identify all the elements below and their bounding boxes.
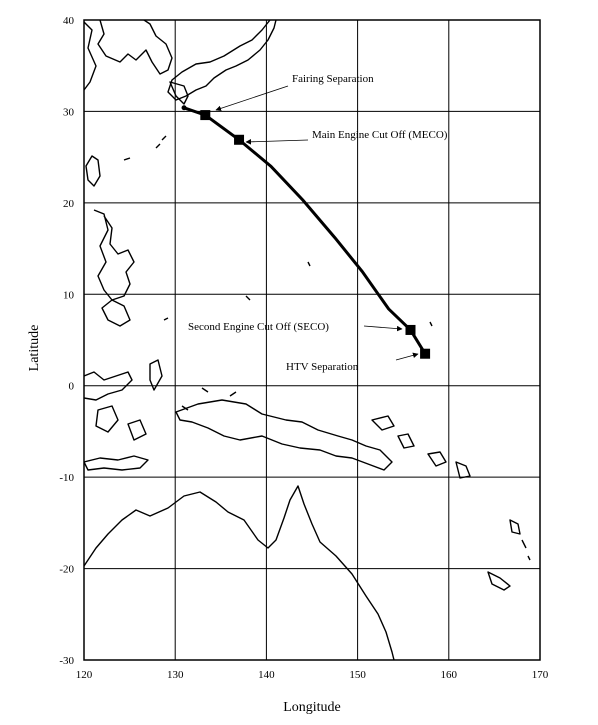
y-axis-title: Latitude: [27, 325, 42, 372]
x-tick-label: 160: [441, 669, 458, 681]
coastline-new-caledonia: [487, 571, 511, 591]
coastline-borneo: [84, 371, 133, 401]
coastline-new-guinea: [175, 399, 393, 471]
event-marker-fairing-separation: [200, 110, 211, 121]
event-label: Main Engine Cut Off (MECO): [312, 129, 448, 141]
y-tick-label: 0: [69, 381, 75, 393]
coastline-islet-a: [123, 157, 131, 161]
event-leader-arrow: [395, 352, 419, 361]
coastline-australia: [84, 485, 395, 660]
x-tick-label: 150: [349, 669, 366, 681]
coastline-japan: [167, 20, 277, 101]
launch-point: [181, 105, 187, 111]
axis-ticks: 120 130 140 150 160 170 -30 -20 -10 0 10 20 30 40: [59, 15, 548, 681]
coastline-kyushu: [169, 81, 189, 105]
event-annotations: Fairing Separation Main Engine Cut Off (M…: [188, 73, 448, 373]
coastline-vanuatu: [509, 519, 531, 561]
event-marker-htv-separation: [420, 348, 431, 359]
y-tick-label: 40: [63, 15, 75, 27]
x-tick-label: 140: [258, 669, 275, 681]
coastline-taiwan: [85, 155, 101, 187]
coastline-ryukyu: [155, 135, 167, 149]
event-leader-arrow: [245, 139, 309, 145]
coastline-philippines-south: [101, 299, 131, 327]
coastline-korea: [97, 20, 173, 75]
coastline-bismarck: [371, 415, 471, 479]
event-marker-meco: [234, 134, 245, 145]
trajectory: [181, 105, 427, 356]
y-tick-label: 20: [63, 198, 75, 210]
y-tick-label: 10: [63, 289, 75, 301]
y-tick-label: -10: [59, 472, 74, 484]
event-label: Fairing Separation: [292, 73, 374, 85]
grid: [83, 19, 541, 661]
trajectory-line: [182, 106, 427, 356]
map-frame: [83, 19, 541, 661]
event-leader-arrow: [363, 325, 403, 332]
coastlines: [84, 20, 531, 660]
coastline-timor: [84, 455, 149, 471]
y-tick-label: 30: [63, 106, 75, 118]
coastline-sulawesi: [149, 359, 163, 391]
x-axis-title: Longitude: [283, 700, 341, 715]
event-marker-seco: [405, 324, 416, 335]
x-tick-label: 130: [167, 669, 184, 681]
y-tick-label: -30: [59, 655, 74, 667]
event-label: Second Engine Cut Off (SECO): [188, 321, 329, 333]
coastline-islet-b: [163, 261, 433, 327]
coastline-china: [84, 21, 97, 91]
coastline-maluku: [95, 405, 147, 441]
y-tick-label: -20: [59, 564, 74, 576]
x-tick-label: 170: [532, 669, 549, 681]
event-label: HTV Separation: [286, 361, 359, 373]
coastline-philippines: [93, 209, 135, 301]
event-leader-arrow: [215, 85, 289, 112]
x-tick-label: 120: [76, 669, 93, 681]
